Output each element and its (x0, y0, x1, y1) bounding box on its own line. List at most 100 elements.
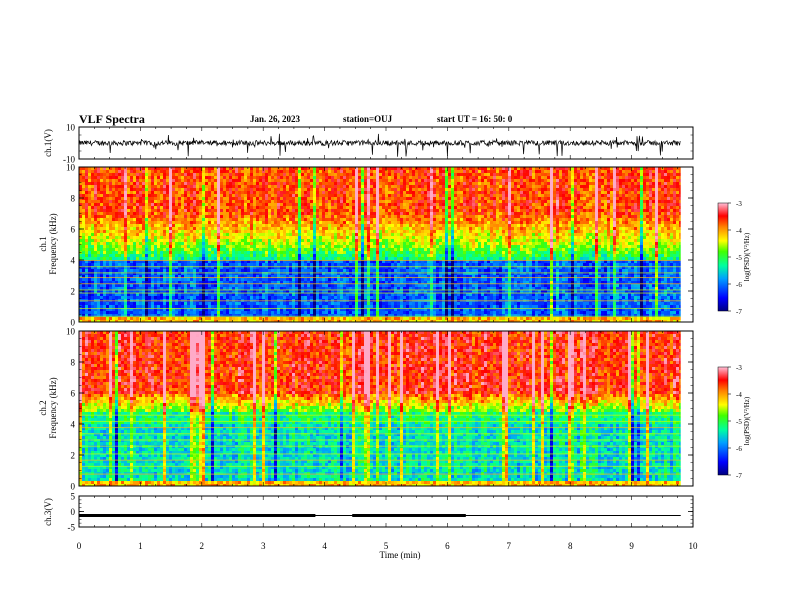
spectrogram-cell (205, 221, 209, 225)
spectrogram-cell (331, 191, 335, 195)
spectrogram-cell (358, 281, 362, 285)
spectrogram-cell (223, 269, 227, 273)
spectrogram-cell (220, 245, 224, 249)
spectrogram-cell (175, 263, 179, 267)
spectrogram-cell (340, 290, 344, 294)
spectrogram-cell (112, 245, 116, 249)
spectrogram-cell (109, 269, 113, 273)
spectrogram-cell (310, 260, 314, 264)
spectrogram-cell (277, 269, 281, 273)
spectrogram-cell (277, 176, 281, 180)
spectrogram-cell (268, 173, 272, 177)
spectrogram-cell (268, 170, 272, 174)
spectrogram-cell (241, 224, 245, 228)
spectrogram-cell (211, 257, 215, 261)
spectrogram-cell (211, 206, 215, 210)
spectrogram-cell (232, 293, 236, 297)
spectrogram-cell (313, 206, 317, 210)
spectrogram-cell (115, 227, 119, 231)
spectrogram-cell (112, 260, 116, 264)
spectrogram-cell (328, 173, 332, 177)
spectrogram-cell (169, 287, 173, 291)
spectrogram-cell (190, 287, 194, 291)
spectrogram-cell (268, 194, 272, 198)
spectrogram-cell (271, 257, 275, 261)
spectrogram-cell (109, 260, 113, 264)
spectrogram-cell (139, 311, 143, 315)
spectrogram-cell (355, 248, 359, 252)
spectrogram-cell (328, 272, 332, 276)
spectrogram-cell (118, 173, 122, 177)
spectrogram-cell (202, 182, 206, 186)
spectrogram-cell (265, 227, 269, 231)
spectrogram-cell (214, 173, 218, 177)
spectrogram-cell (283, 218, 287, 222)
spectrogram-cell (319, 296, 323, 300)
spectrogram-cell (208, 191, 212, 195)
spectrogram-cell (142, 224, 146, 228)
spectrogram-cell (244, 317, 248, 321)
spectrogram-cell (328, 314, 332, 318)
spectrogram-cell (157, 233, 161, 237)
spectrogram-cell (277, 233, 281, 237)
spectrogram-cell (280, 188, 284, 192)
spectrogram-cell (322, 191, 326, 195)
spectrogram-cell (316, 182, 320, 186)
spectrogram-cell (259, 194, 263, 198)
spectrogram-cell (190, 293, 194, 297)
spectrogram-cell (118, 194, 122, 198)
spectrogram-cell (271, 224, 275, 228)
spectrogram-cell (88, 254, 92, 258)
spectrogram-cell (352, 194, 356, 198)
spectrogram-cell (124, 200, 128, 204)
spectrogram-cell (331, 212, 335, 216)
spectrogram-cell (271, 278, 275, 282)
spectrogram-cell (79, 251, 83, 255)
spectrogram-cell (124, 236, 128, 240)
spectrogram-cell (226, 320, 230, 322)
spectrogram-cell (109, 305, 113, 309)
spectrogram-cell (196, 182, 200, 186)
spectrogram-cell (208, 200, 212, 204)
spectrogram-cell (301, 218, 305, 222)
spectrogram-cell (331, 218, 335, 222)
spectrogram-cell (358, 263, 362, 267)
spectrogram-cell (106, 215, 110, 219)
spectrogram-cell (202, 227, 206, 231)
spectrogram-cell (91, 248, 95, 252)
spectrogram-cell (166, 257, 170, 261)
spectrogram-cell (88, 272, 92, 276)
spectrogram-cell (124, 209, 128, 213)
spectrogram-cell (235, 287, 239, 291)
spectrogram-cell (304, 182, 308, 186)
spectrogram-cell (322, 290, 326, 294)
spectrogram-cell (259, 200, 263, 204)
spectrogram-cell (208, 194, 212, 198)
spectrogram-cell (91, 287, 95, 291)
spectrogram-cell (190, 206, 194, 210)
spectrogram-cell (238, 221, 242, 225)
spectrogram-cell (301, 200, 305, 204)
spectrogram-cell (190, 215, 194, 219)
spectrogram-cell (130, 245, 134, 249)
spectrogram-cell (337, 203, 341, 207)
spectrogram-cell (226, 227, 230, 231)
spectrogram-cell (307, 179, 311, 183)
spectrogram-cell (196, 272, 200, 276)
spectrogram-cell (148, 311, 152, 315)
spectrogram-cell (205, 242, 209, 246)
spectrogram-cell (199, 203, 203, 207)
spectrogram-cell (100, 191, 104, 195)
spectrogram-cell (79, 248, 83, 252)
spectrogram-cell (79, 170, 83, 174)
spectrogram-cell (271, 281, 275, 285)
spectrogram-cell (244, 275, 248, 279)
spectrogram-cell (241, 230, 245, 234)
spectrogram-cell (334, 314, 338, 318)
spectrogram-cell (292, 239, 296, 243)
spectrogram-cell (301, 188, 305, 192)
spectrogram-cell (97, 305, 101, 309)
spectrogram-cell (349, 284, 353, 288)
spectrogram-cell (223, 266, 227, 270)
spectrogram-cell (172, 221, 176, 225)
